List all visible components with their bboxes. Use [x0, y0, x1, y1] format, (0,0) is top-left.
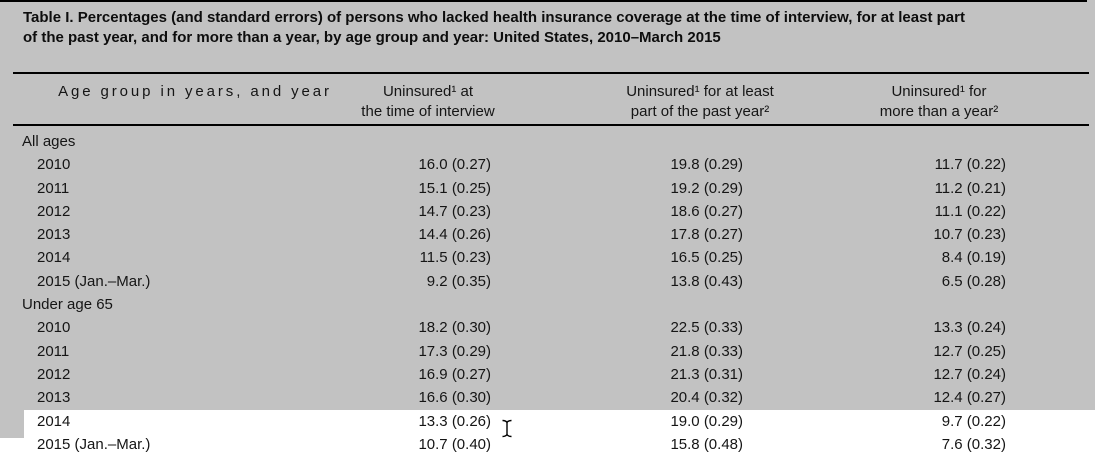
- value-cell-at-interview: 11.5 (0.23): [419, 249, 491, 267]
- year-cell: 2010: [37, 319, 71, 337]
- year-cell: 2011: [37, 179, 70, 197]
- column-header-age-group: Age group in years, and year: [58, 82, 332, 102]
- value-cell-at-interview: 14.7 (0.23): [418, 202, 491, 220]
- table-row: 2011 17.3 (0.29) 21.8 (0.33) 12.7 (0.25): [0, 340, 1095, 363]
- value-cell-at-interview: 17.3 (0.29): [418, 342, 491, 360]
- value-cell-more-than-year: 12.7 (0.24): [933, 365, 1006, 383]
- table-title-line-2: of the past year, and for more than a ye…: [23, 29, 721, 46]
- table-row: 2011 15.1 (0.25) 19.2 (0.29) 11.2 (0.21): [0, 177, 1095, 200]
- column-header-line: Uninsured¹ at: [382, 83, 474, 100]
- table-title-line-1: Table I. Percentages (and standard error…: [23, 9, 965, 26]
- value-cell-part-of-year: 17.8 (0.27): [670, 226, 743, 244]
- table-cell-empty: [343, 293, 491, 316]
- table-row: 2012 14.7 (0.23) 18.6 (0.27) 11.1 (0.22): [0, 200, 1095, 223]
- value-cell-at-interview: 13.3 (0.26): [418, 412, 491, 430]
- table-cell-empty: [743, 130, 1006, 153]
- table-row: 2014 11.5 (0.23) 16.5 (0.25) 8.4 (0.19): [0, 246, 1095, 269]
- column-header-uninsured-at-interview: Uninsured¹ at the time of interview: [361, 82, 494, 122]
- value-cell-at-interview: 10.7 (0.40): [418, 435, 491, 453]
- unselected-area: [0, 438, 1095, 460]
- section-label: All ages: [22, 133, 76, 150]
- year-cell: 2013: [37, 226, 71, 244]
- value-cell-at-interview: 9.2 (0.35): [426, 272, 491, 290]
- year-cell: 2012: [37, 202, 71, 220]
- column-header-uninsured-part-of-year: Uninsured¹ for at least part of the past…: [626, 82, 774, 122]
- year-cell: 2015 (Jan.–Mar.): [37, 435, 151, 453]
- value-cell-more-than-year: 12.7 (0.25): [933, 342, 1006, 360]
- text-ibeam-cursor: [502, 419, 512, 438]
- value-cell-part-of-year: 19.8 (0.29): [670, 156, 743, 174]
- value-cell-part-of-year: 22.5 (0.33): [670, 319, 743, 337]
- value-cell-at-interview: 16.9 (0.27): [418, 365, 491, 383]
- column-header-line: more than a year²: [879, 103, 999, 120]
- value-cell-more-than-year: 10.7 (0.23): [933, 226, 1006, 244]
- value-cell-more-than-year: 6.5 (0.28): [941, 272, 1006, 290]
- table-row: 2013 16.6 (0.30) 20.4 (0.32) 12.4 (0.27): [0, 386, 1095, 409]
- section-header-row: Under age 65: [0, 293, 1095, 316]
- column-header-line: Uninsured¹ for: [891, 83, 987, 100]
- table-row: 2013 14.4 (0.26) 17.8 (0.27) 10.7 (0.23): [0, 223, 1095, 246]
- value-cell-part-of-year: 19.2 (0.29): [670, 179, 743, 197]
- value-cell-part-of-year: 15.8 (0.48): [670, 435, 743, 453]
- year-cell: 2015 (Jan.–Mar.): [37, 272, 151, 290]
- value-cell-at-interview: 18.2 (0.30): [418, 319, 491, 337]
- value-cell-more-than-year: 11.1 (0.22): [934, 202, 1006, 220]
- value-cell-part-of-year: 16.5 (0.25): [670, 249, 743, 267]
- year-cell: 2014: [37, 412, 71, 430]
- value-cell-part-of-year: 21.8 (0.33): [670, 342, 743, 360]
- table-row: 2010 18.2 (0.30) 22.5 (0.33) 13.3 (0.24): [0, 316, 1095, 339]
- value-cell-part-of-year: 21.3 (0.31): [670, 365, 743, 383]
- year-cell: 2011: [37, 342, 70, 360]
- column-header-line: part of the past year²: [630, 103, 770, 120]
- table-row: 2015 (Jan.–Mar.) 10.7 (0.40) 15.8 (0.48) 7.…: [0, 433, 1095, 456]
- value-cell-at-interview: 15.1 (0.25): [418, 179, 491, 197]
- value-cell-more-than-year: 12.4 (0.27): [933, 389, 1006, 407]
- table-cell-empty: [491, 130, 743, 153]
- value-cell-at-interview: 14.4 (0.26): [418, 226, 491, 244]
- table-cell-empty: [491, 293, 743, 316]
- header-bottom-rule: [13, 124, 1089, 126]
- header-top-rule: [13, 72, 1089, 74]
- column-header-line: the time of interview: [361, 103, 495, 120]
- column-header-line: Uninsured¹ for at least: [626, 83, 774, 100]
- table-title: Table I. Percentages (and standard error…: [23, 8, 965, 48]
- value-cell-more-than-year: 11.7 (0.22): [934, 156, 1006, 174]
- section-header-row: All ages: [0, 130, 1095, 153]
- table-row: 2015 (Jan.–Mar.) 9.2 (0.35) 13.8 (0.43) 6.5…: [0, 270, 1095, 293]
- value-cell-at-interview: 16.0 (0.27): [418, 156, 491, 174]
- column-header-uninsured-more-than-year: Uninsured¹ for more than a year²: [880, 82, 998, 122]
- value-cell-more-than-year: 11.2 (0.21): [934, 179, 1006, 197]
- value-cell-part-of-year: 18.6 (0.27): [670, 202, 743, 220]
- table-cell-empty: [343, 130, 491, 153]
- table-row: 2010 16.0 (0.27) 19.8 (0.29) 11.7 (0.22): [0, 153, 1095, 176]
- top-edge-rule: [0, 0, 1087, 2]
- year-cell: 2010: [37, 156, 71, 174]
- value-cell-part-of-year: 20.4 (0.32): [670, 389, 743, 407]
- value-cell-part-of-year: 13.8 (0.43): [670, 272, 743, 290]
- table-row: 2014 13.3 (0.26) 19.0 (0.29) 9.7 (0.22): [0, 410, 1095, 433]
- value-cell-more-than-year: 9.7 (0.22): [941, 412, 1006, 430]
- year-cell: 2014: [37, 249, 71, 267]
- value-cell-at-interview: 16.6 (0.30): [418, 389, 491, 407]
- value-cell-part-of-year: 19.0 (0.29): [670, 412, 743, 430]
- value-cell-more-than-year: 13.3 (0.24): [933, 319, 1006, 337]
- year-cell: 2013: [37, 389, 71, 407]
- table-body: All ages 2010 16.0 (0.27) 19.8 (0.29) 11.7 (…: [0, 130, 1095, 456]
- year-cell: 2012: [37, 365, 71, 383]
- value-cell-more-than-year: 7.6 (0.32): [941, 435, 1006, 453]
- table-row: 2012 16.9 (0.27) 21.3 (0.31) 12.7 (0.24): [0, 363, 1095, 386]
- value-cell-more-than-year: 8.4 (0.19): [941, 249, 1006, 267]
- table-cell-empty: [743, 293, 1006, 316]
- section-label: Under age 65: [22, 296, 113, 314]
- column-header-line: Age group in years, and year: [58, 83, 332, 100]
- unselected-area: [24, 410, 1095, 438]
